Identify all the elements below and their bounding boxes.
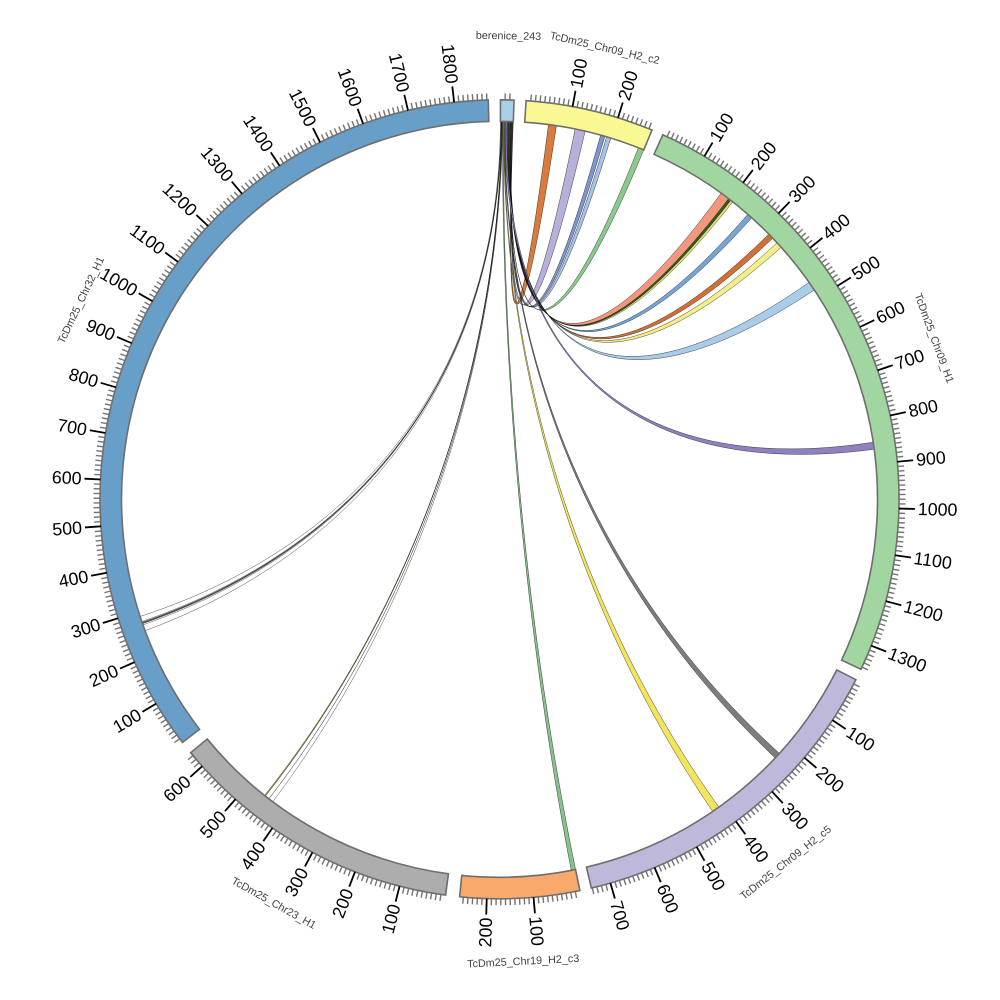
svg-text:700: 700 <box>56 415 89 440</box>
svg-text:1000: 1000 <box>918 499 958 520</box>
svg-text:200: 200 <box>475 917 496 947</box>
svg-text:900: 900 <box>915 447 947 470</box>
svg-text:berenice_243: berenice_243 <box>476 30 542 43</box>
svg-text:500: 500 <box>52 518 83 540</box>
svg-text:100: 100 <box>525 915 547 946</box>
svg-text:600: 600 <box>51 467 82 488</box>
svg-text:TcDm25_Chr19_H2_c3: TcDm25_Chr19_H2_c3 <box>467 953 580 971</box>
svg-text:1800: 1800 <box>438 43 462 85</box>
